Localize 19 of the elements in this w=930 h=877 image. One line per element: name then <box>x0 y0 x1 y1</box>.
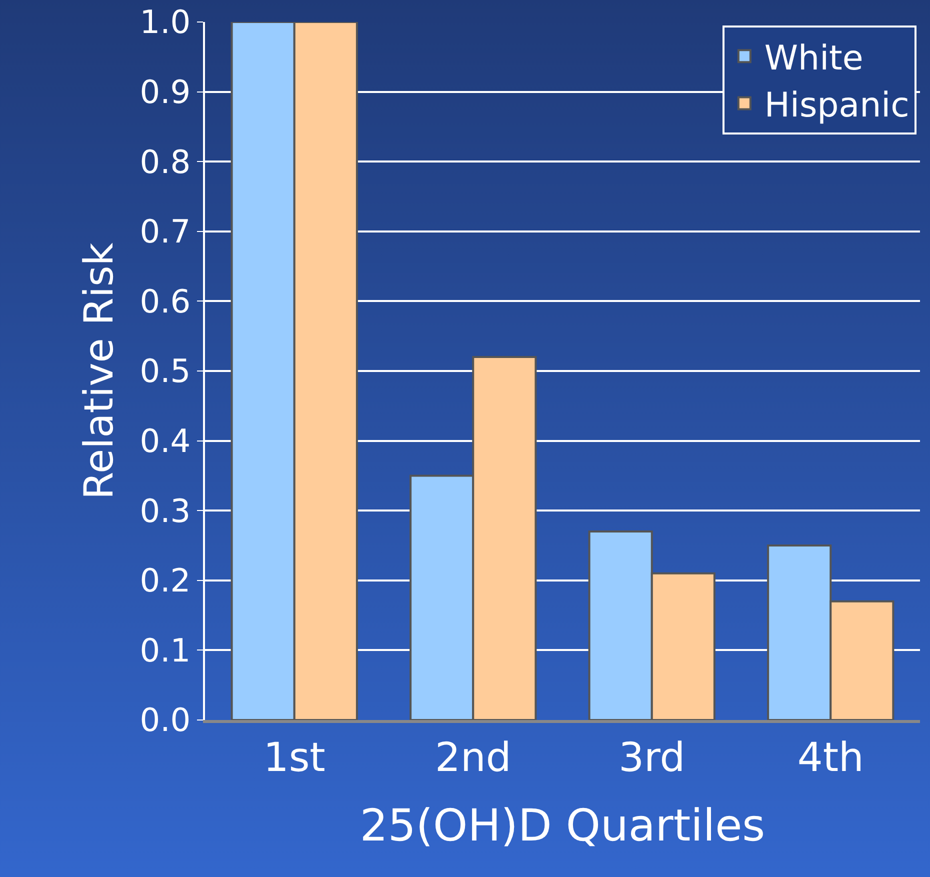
x-axis-title: 25(OH)D Quartiles <box>360 800 766 852</box>
y-tick-label: 0.0 <box>140 701 191 740</box>
legend-label: Hispanic <box>764 86 910 126</box>
y-tick-label: 0.6 <box>140 282 191 320</box>
y-axis-title: Relative Risk <box>76 242 123 500</box>
x-tick-label: 3rd <box>618 735 686 781</box>
y-tick-label: 0.9 <box>140 73 191 111</box>
y-tick-label: 0.1 <box>140 631 191 670</box>
legend-label: White <box>764 38 864 78</box>
y-tick-label: 0.8 <box>140 142 191 181</box>
y-tick-label: 1.0 <box>140 3 191 42</box>
y-tick-label: 0.4 <box>140 422 191 460</box>
x-tick-label: 1st <box>263 735 326 781</box>
y-tick-label: 0.3 <box>140 492 191 530</box>
y-tick-label: 0.5 <box>140 352 191 390</box>
y-tick-label: 0.7 <box>140 212 191 251</box>
x-tick-label: 2nd <box>435 735 512 781</box>
y-tick-label: 0.2 <box>140 562 191 600</box>
x-tick-label: 4th <box>797 735 864 781</box>
